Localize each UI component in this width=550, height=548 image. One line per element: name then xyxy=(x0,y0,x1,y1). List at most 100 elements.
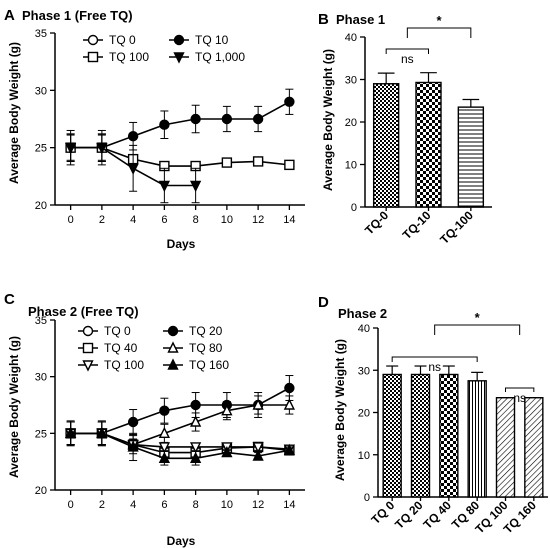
panel-label-d: D xyxy=(318,294,329,311)
panel-a-xtick-label: 0 xyxy=(68,214,74,226)
significance-label: ns xyxy=(428,360,441,374)
data-point xyxy=(158,442,171,454)
legend-marker xyxy=(173,34,185,46)
data-point xyxy=(252,398,264,410)
panel-d-ylabel: Average Body Weight (g) xyxy=(333,339,347,481)
data-point xyxy=(190,113,201,125)
data-point xyxy=(127,440,139,452)
data-point xyxy=(284,382,295,394)
legend-marker xyxy=(167,341,179,353)
legend-label: TQ 20 xyxy=(189,324,223,338)
panel-a-legend: TQ 0 TQ 10 TQ 100 TQ 1,000 xyxy=(83,33,245,64)
panel-a-xtick-label: 14 xyxy=(283,214,295,226)
data-point xyxy=(189,180,202,193)
panel-c-title: Phase 2 (Free TQ) xyxy=(28,304,139,319)
panel-a-plot: 20 25 30 35 0 2 4 6 8 10 12 14 TQ 0 TQ 10 TQ 100 TQ 1,0… xyxy=(35,28,305,226)
panel-b-title: Phase 1 xyxy=(336,12,385,27)
panel-label-a: A xyxy=(4,7,15,24)
bracket-line xyxy=(391,356,478,362)
panel-b-ytick-label: 20 xyxy=(345,117,357,129)
panel-d-ytick-label: 30 xyxy=(358,365,370,377)
series-line xyxy=(70,101,290,149)
panel-d-title: Phase 2 xyxy=(338,306,387,321)
panel-a-ylabel: Average Body Weight (g) xyxy=(7,42,21,184)
series-line xyxy=(70,432,290,460)
panel-c-ytick-label: 35 xyxy=(35,315,47,327)
panel-a-ytick-label: 20 xyxy=(35,200,47,212)
panel-c-legend: TQ 0 TQ 20 TQ 40 TQ 80 TQ 100 TQ 160 xyxy=(78,324,229,372)
significance-label: ns xyxy=(401,52,414,66)
panel-label-c: C xyxy=(4,291,15,308)
panel-a-series-tq-1-000 xyxy=(64,133,202,204)
legend-label: TQ 10 xyxy=(195,33,229,47)
significance-label: * xyxy=(475,310,481,325)
panel-a-xtick-label: 8 xyxy=(193,214,199,226)
panel-b-category-label: TQ-100 xyxy=(437,208,476,247)
panel-c-xtick-label: 0 xyxy=(68,499,74,511)
panel-c-ytick-label: 20 xyxy=(35,485,47,497)
panel-d-category-label: TQ 40 xyxy=(420,498,454,532)
panel-b-significance-ns-0: ns xyxy=(385,48,429,66)
legend-label: TQ 1,000 xyxy=(195,50,245,64)
data-point xyxy=(189,451,202,463)
data-point xyxy=(96,426,108,439)
legend-marker xyxy=(82,342,94,354)
data-point xyxy=(252,449,264,461)
series-line xyxy=(70,146,290,167)
data-point xyxy=(252,113,264,125)
panel-c-series-tq-160 xyxy=(64,421,296,466)
data-point xyxy=(189,415,202,427)
panel-d-bar-tq-40 xyxy=(439,373,459,498)
data-point xyxy=(158,180,171,193)
panel-d-bar-tq-100 xyxy=(495,397,516,498)
panel-d-bar-tq-0 xyxy=(382,373,402,498)
panel-d-ytick-label: 0 xyxy=(364,492,370,504)
panel-a-xtick-label: 6 xyxy=(161,214,167,226)
panel-d-bar-tq-20 xyxy=(410,373,431,498)
legend-marker xyxy=(173,52,185,64)
panel-a-xtick-label: 4 xyxy=(130,214,136,226)
panel-a-xlabel: Days xyxy=(167,237,196,251)
panel-d-ytick-label: 20 xyxy=(358,408,370,420)
legend-label: TQ 0 xyxy=(109,33,136,47)
panel-a-ytick-label: 35 xyxy=(35,28,47,40)
panel-c-xlabel: Days xyxy=(167,534,196,548)
panel-a-ytick-label: 30 xyxy=(35,85,47,97)
data-point xyxy=(127,163,139,175)
panel-d-significance-ns-1: ns xyxy=(505,387,535,405)
panel-d-significance-ns-0: ns xyxy=(391,356,478,374)
data-point xyxy=(158,426,171,439)
bracket-line xyxy=(385,48,429,54)
legend-label: TQ 160 xyxy=(189,358,229,372)
data-point xyxy=(189,442,202,454)
panel-b-category-label: TQ-10 xyxy=(400,208,434,242)
significance-label: * xyxy=(437,13,443,28)
panel-d-significance-star-2: * xyxy=(434,310,521,335)
data-point xyxy=(284,159,295,171)
legend-label: TQ 100 xyxy=(109,50,149,64)
panel-b-ytick-label: 0 xyxy=(351,202,357,214)
panel-d-ytick-label: 10 xyxy=(358,450,370,462)
panel-d-category-label: TQ 20 xyxy=(392,498,426,532)
panel-c-xtick-label: 14 xyxy=(283,499,295,511)
panel-b-bar-tq-0 xyxy=(372,83,400,208)
panel-c-ylabel: Average Body Weight (g) xyxy=(7,336,21,478)
panel-b-ylabel: Average Body Weight (g) xyxy=(321,49,335,191)
data-point xyxy=(127,130,139,142)
data-point xyxy=(283,443,296,456)
series-line xyxy=(70,404,290,446)
data-point xyxy=(159,405,170,416)
panel-c-xtick-label: 6 xyxy=(161,499,167,511)
panel-b-ytick-label: 30 xyxy=(345,75,357,87)
panel-b-bar-tq-10 xyxy=(415,81,442,208)
data-point xyxy=(127,416,139,428)
data-point xyxy=(283,398,296,410)
data-point xyxy=(252,442,264,454)
panel-b-significance-star-1: * xyxy=(406,13,472,38)
data-point xyxy=(159,119,170,130)
panel-b-ytick-label: 10 xyxy=(345,160,357,172)
data-point xyxy=(284,96,295,108)
panel-b-category-label: TQ-0 xyxy=(362,208,391,237)
significance-label: ns xyxy=(513,391,526,405)
